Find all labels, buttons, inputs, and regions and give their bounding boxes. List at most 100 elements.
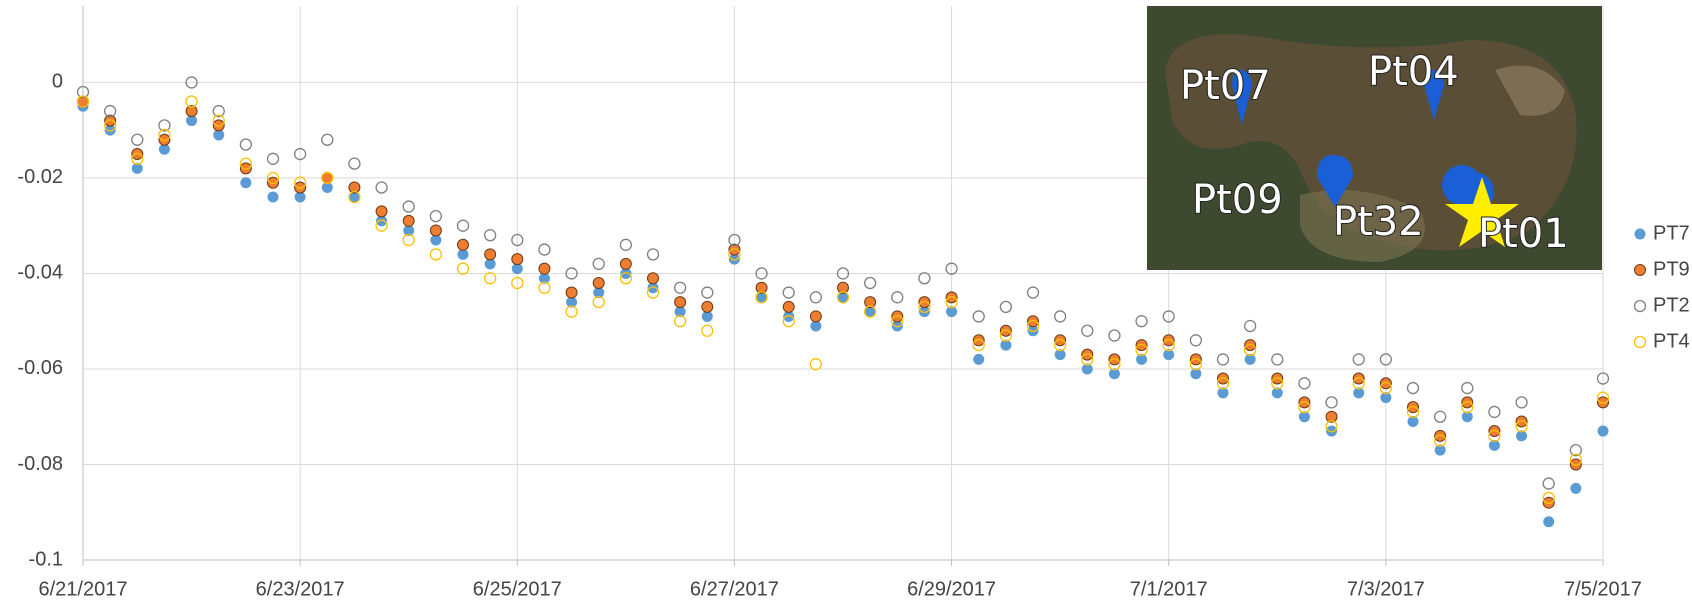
data-point <box>701 300 714 313</box>
legend-label: PT4 <box>1653 330 1690 352</box>
map-label: Pt09 <box>1192 177 1283 223</box>
data-point <box>511 233 524 247</box>
data-point <box>538 272 550 284</box>
data-point <box>1379 381 1393 395</box>
data-point <box>1353 387 1365 399</box>
data-point <box>429 248 443 261</box>
inset-map: Pt07 Pt04 Pt09 Pt32 Pt01 <box>1147 6 1602 270</box>
data-point <box>891 310 904 323</box>
map-shore <box>1495 65 1565 116</box>
data-point <box>1515 415 1528 428</box>
map-pin <box>1317 155 1353 207</box>
data-point <box>1217 372 1229 385</box>
data-point <box>891 291 904 304</box>
map-label: Pt01 <box>1478 211 1569 257</box>
data-point <box>538 243 551 256</box>
data-point <box>185 76 198 89</box>
data-point <box>647 272 659 285</box>
data-point <box>619 257 632 270</box>
data-point <box>321 133 334 146</box>
data-point <box>1461 401 1474 414</box>
data-point <box>999 300 1013 314</box>
data-point <box>565 267 578 280</box>
data-point <box>619 272 633 285</box>
data-point <box>1271 377 1284 390</box>
data-point <box>1569 453 1583 466</box>
data-point <box>430 234 442 246</box>
data-point <box>1000 339 1012 351</box>
y-tick-label: -0.04 <box>17 262 63 284</box>
data-point <box>1189 334 1203 347</box>
data-point <box>1081 348 1094 361</box>
data-point <box>837 281 849 294</box>
data-point <box>1190 368 1202 380</box>
data-point <box>294 191 306 203</box>
data-point <box>267 191 279 203</box>
data-point <box>104 124 116 136</box>
data-point <box>76 95 90 108</box>
data-point <box>375 205 388 218</box>
data-point <box>863 305 877 318</box>
data-point <box>1108 368 1120 380</box>
data-point <box>1081 363 1093 375</box>
data-point <box>864 306 876 318</box>
data-point <box>1515 396 1528 409</box>
data-point <box>457 238 469 251</box>
data-point <box>755 281 768 294</box>
data-point <box>1461 411 1473 423</box>
data-point <box>375 219 388 232</box>
data-point <box>701 286 714 299</box>
data-point <box>945 291 958 304</box>
data-point <box>1189 353 1202 366</box>
data-point <box>158 133 171 146</box>
data-point <box>1515 420 1528 433</box>
data-point <box>1081 324 1094 337</box>
data-point <box>1271 387 1283 399</box>
data-point <box>1163 349 1175 361</box>
data-point <box>1108 353 1121 366</box>
data-point <box>348 191 360 203</box>
data-point <box>1054 349 1066 361</box>
data-point <box>538 262 551 275</box>
data-point <box>1379 353 1393 366</box>
data-point <box>1244 353 1256 365</box>
map-label: Pt04 <box>1368 49 1459 95</box>
y-tick-label: 0 <box>52 71 63 93</box>
data-point <box>701 310 713 322</box>
data-point <box>945 295 958 309</box>
data-point <box>1597 425 1609 437</box>
map-shore <box>1300 190 1425 262</box>
data-point <box>456 262 470 275</box>
data-point <box>294 181 307 194</box>
legend-marker <box>1634 264 1646 276</box>
data-point <box>348 181 361 194</box>
data-point <box>1379 377 1392 390</box>
data-point <box>266 152 280 165</box>
data-point <box>836 267 850 280</box>
map-pin <box>1424 70 1444 120</box>
data-point <box>646 248 660 261</box>
data-point <box>76 85 90 99</box>
data-point <box>620 267 632 279</box>
data-point <box>674 306 686 318</box>
data-point <box>1569 444 1583 457</box>
data-point <box>946 306 958 318</box>
data-point <box>1026 319 1040 333</box>
y-tick-label: -0.08 <box>17 453 63 475</box>
data-point <box>239 157 253 170</box>
data-point <box>1488 429 1501 442</box>
data-point <box>538 281 551 294</box>
data-point <box>348 190 361 204</box>
data-point <box>1543 516 1555 528</box>
x-tick-label: 6/27/2017 <box>690 578 779 600</box>
x-tick-label: 6/25/2017 <box>473 578 562 600</box>
data-point <box>511 253 524 266</box>
data-point <box>103 119 117 132</box>
data-point <box>891 315 904 328</box>
data-point <box>1027 315 1039 328</box>
data-point <box>376 215 388 227</box>
data-point <box>782 315 795 328</box>
data-point <box>1352 377 1365 390</box>
data-point <box>1135 343 1148 357</box>
data-point <box>1053 310 1067 323</box>
